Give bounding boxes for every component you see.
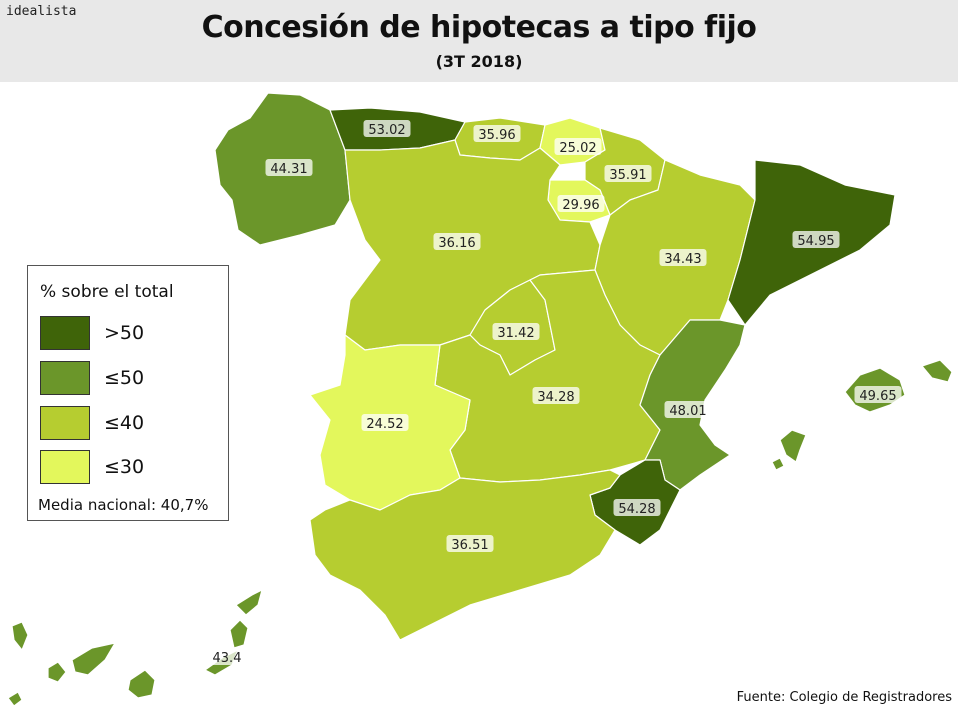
legend-item: >50 xyxy=(40,316,220,352)
region-value-label: 43.4 xyxy=(213,651,242,666)
map-title: Concesión de hipotecas a tipo fijo xyxy=(201,10,757,45)
region-label-bg xyxy=(361,414,409,431)
legend-item: ≤40 xyxy=(40,406,220,442)
region-value-label: 36.51 xyxy=(451,538,488,553)
region-label-bg xyxy=(854,386,902,403)
region-label-bg xyxy=(265,159,313,176)
brand-logo: idealista xyxy=(6,4,77,19)
region-value-label: 34.43 xyxy=(664,252,701,267)
legend-title: % sobre el total xyxy=(40,282,174,302)
region-label-bg xyxy=(207,648,247,665)
region-value-label: 25.02 xyxy=(559,141,596,156)
region-label-bg xyxy=(613,499,661,516)
map-subtitle: (3T 2018) xyxy=(435,52,523,71)
region-label-bg xyxy=(659,249,707,266)
region-labels: 44.31 53.02 35.96 25.02 35.91 29.96 36.16 34.43… xyxy=(207,120,902,666)
region-value-label: 53.02 xyxy=(368,123,405,138)
region-baleares xyxy=(771,359,953,471)
region-value-label: 44.31 xyxy=(270,162,307,177)
region-andalucia xyxy=(309,469,621,641)
legend-item: ≤50 xyxy=(40,361,220,397)
legend-national-average: Media nacional: 40,7% xyxy=(38,496,209,514)
region-label-bg xyxy=(363,120,411,137)
region-value-label: 48.01 xyxy=(669,404,706,419)
region-label-bg xyxy=(557,195,605,212)
region-label-bg xyxy=(604,165,652,182)
legend-label: ≤50 xyxy=(104,367,145,389)
region-value-label: 54.95 xyxy=(797,234,834,249)
spain-map: 44.31 53.02 35.96 25.02 35.91 29.96 36.16 34.43… xyxy=(7,92,953,707)
region-value-label: 29.96 xyxy=(562,198,599,213)
region-label-bg xyxy=(473,125,521,142)
legend-item: ≤30 xyxy=(40,450,220,486)
source-note: Fuente: Colegio de Registradores xyxy=(736,690,952,705)
region-value-label: 35.91 xyxy=(609,168,646,183)
region-label-bg xyxy=(664,401,712,418)
region-label-bg xyxy=(433,233,481,250)
legend-swatch xyxy=(40,316,90,350)
legend-swatch xyxy=(40,450,90,484)
region-value-label: 34.28 xyxy=(537,390,574,405)
region-label-bg xyxy=(532,387,580,404)
header: idealista Concesión de hipotecas a tipo … xyxy=(0,0,958,82)
region-value-label: 49.65 xyxy=(859,389,896,404)
region-label-bg xyxy=(554,138,602,155)
region-label-bg xyxy=(792,231,840,248)
legend-label: >50 xyxy=(104,322,145,344)
region-label-bg xyxy=(492,323,540,340)
legend-swatch xyxy=(40,361,90,395)
region-value-label: 31.42 xyxy=(497,326,534,341)
region-value-label: 54.28 xyxy=(618,502,655,517)
region-value-label: 35.96 xyxy=(478,128,515,143)
region-value-label: 36.16 xyxy=(438,236,475,251)
legend-label: ≤30 xyxy=(104,456,145,478)
legend-label: ≤40 xyxy=(104,412,145,434)
region-value-label: 24.52 xyxy=(366,417,403,432)
map-legend: % sobre el total >50 ≤50 ≤40 ≤30 Media n… xyxy=(27,265,229,521)
legend-swatch xyxy=(40,406,90,440)
region-label-bg xyxy=(446,535,494,552)
